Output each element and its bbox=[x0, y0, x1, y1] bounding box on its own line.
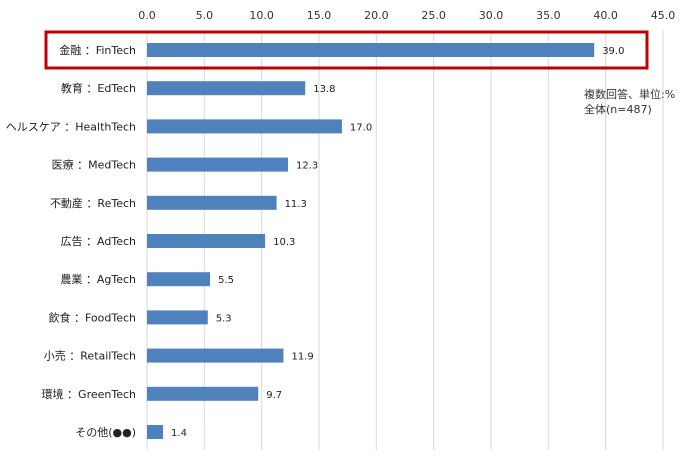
chart-annotation: 複数回答、単位:% 全体(n=487) bbox=[584, 87, 675, 117]
bar bbox=[147, 43, 595, 57]
category-labels: 金融 ：FinTech 教育 ：EdTech ヘルスケア ：HealthTech 医療… bbox=[6, 43, 136, 439]
data-label: 11.9 bbox=[291, 352, 313, 363]
data-label: 1.4 bbox=[171, 428, 187, 439]
bar bbox=[147, 310, 208, 325]
category-label: 不動産 ：ReTech bbox=[50, 196, 136, 210]
bar bbox=[147, 157, 289, 172]
category-label: 環境 ：GreenTech bbox=[42, 387, 136, 401]
x-tick-label: 30.0 bbox=[479, 9, 504, 22]
category-label: 小売 ：RetailTech bbox=[44, 350, 136, 363]
bar bbox=[147, 425, 164, 439]
bar bbox=[147, 386, 259, 401]
category-label: 教育 ：EdTech bbox=[61, 81, 136, 95]
bars bbox=[147, 43, 595, 439]
highlight-box bbox=[44, 30, 649, 70]
category-label: 農業 ：AgTech bbox=[60, 272, 136, 286]
bar bbox=[147, 272, 211, 287]
data-label: 10.3 bbox=[273, 237, 295, 248]
category-label: 医療 ：MedTech bbox=[52, 158, 136, 172]
bar bbox=[147, 119, 342, 134]
x-tick-label: 20.0 bbox=[364, 9, 389, 22]
x-tick-label: 10.0 bbox=[249, 9, 274, 22]
data-label: 9.7 bbox=[266, 390, 282, 401]
x-tick-label: 0.0 bbox=[138, 9, 156, 22]
bar bbox=[147, 81, 306, 96]
x-tick-label: 40.0 bbox=[593, 9, 618, 22]
x-tick-label: 5.0 bbox=[196, 9, 214, 22]
bar bbox=[147, 234, 266, 248]
gridlines bbox=[146, 30, 664, 450]
bar bbox=[147, 195, 277, 210]
x-tick-label: 35.0 bbox=[536, 9, 561, 22]
data-label: 11.3 bbox=[285, 199, 307, 210]
data-labels: 39.0 13.8 17.0 12.3 11.3 10.3 5.5 5.3 11.9 9.7 1.4 bbox=[171, 46, 624, 439]
x-tick-label: 25.0 bbox=[421, 9, 446, 22]
x-tick-label: 45.0 bbox=[651, 9, 676, 22]
category-label: その他(●●) bbox=[75, 426, 136, 439]
data-label: 17.0 bbox=[350, 122, 372, 133]
category-label: ヘルスケア ：HealthTech bbox=[6, 120, 136, 133]
category-label: 飲食 ：FoodTech bbox=[48, 310, 136, 324]
data-label: 39.0 bbox=[602, 46, 624, 57]
annotation-line-1: 複数回答、単位:% bbox=[584, 88, 676, 101]
data-label: 12.3 bbox=[296, 161, 318, 172]
data-label: 5.5 bbox=[218, 275, 234, 286]
category-label: 金融 ：FinTech bbox=[59, 43, 136, 57]
bar bbox=[147, 348, 284, 363]
data-label: 5.3 bbox=[216, 313, 232, 324]
x-tick-label: 15.0 bbox=[307, 9, 332, 22]
x-axis-tick-labels: 0.0 5.0 10.0 15.0 20.0 25.0 30.0 35.0 40.0 45.0 bbox=[138, 9, 675, 22]
data-label: 13.8 bbox=[313, 84, 335, 95]
category-label: 広告 ：AdTech bbox=[61, 235, 136, 248]
annotation-line-2: 全体(n=487) bbox=[584, 103, 652, 116]
